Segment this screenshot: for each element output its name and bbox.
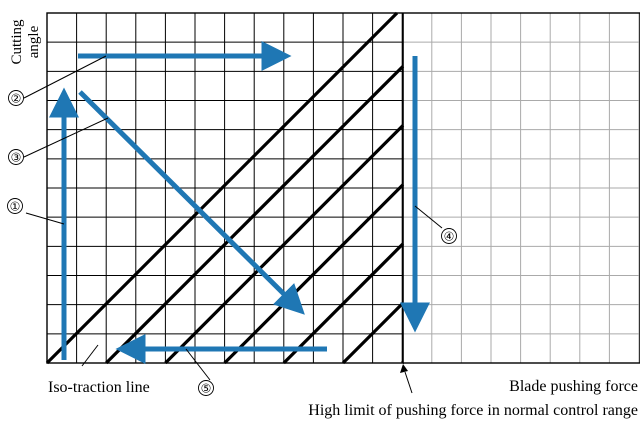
iso-traction-label: Iso-traction line — [48, 379, 150, 396]
leader-1 — [25, 212, 65, 225]
grid-frame — [46, 12, 640, 364]
iso-traction-line — [105, 65, 405, 365]
x-axis-label: Blade pushing force — [509, 378, 638, 395]
high-limit-arrowhead — [400, 364, 408, 373]
marker-2 — [8, 90, 24, 106]
marker-3-label: ③ — [11, 151, 22, 165]
marker-4 — [441, 228, 457, 244]
leader-3 — [23, 117, 109, 158]
iso-traction-line — [282, 242, 405, 365]
marker-5-label: ⑤ — [201, 382, 212, 396]
marker-3 — [8, 149, 24, 165]
marker-1: m1 — [7, 198, 23, 214]
leader-2 — [23, 55, 107, 99]
iso-traction-line — [45, 11, 399, 365]
iso-traction-lines — [45, 11, 405, 365]
marker-1-label: ① — [10, 200, 21, 214]
y-axis-label-line1: Cutting — [9, 19, 25, 65]
leader-4 — [414, 205, 443, 229]
high-limit-label: High limit of pushing force in normal co… — [308, 402, 638, 419]
leader-iso — [81, 344, 99, 367]
leader-5 — [185, 348, 211, 381]
iso-traction-line — [223, 183, 405, 365]
marker-2-label: ② — [11, 92, 22, 106]
marker-5 — [198, 380, 214, 396]
iso-traction-line — [341, 301, 405, 365]
y-axis-label-line2: angle — [26, 25, 42, 58]
marker-4-label: ④ — [444, 230, 455, 244]
high-limit-pointer — [404, 371, 413, 394]
arrow-3 — [78, 90, 305, 315]
iso-traction-line — [164, 124, 405, 365]
